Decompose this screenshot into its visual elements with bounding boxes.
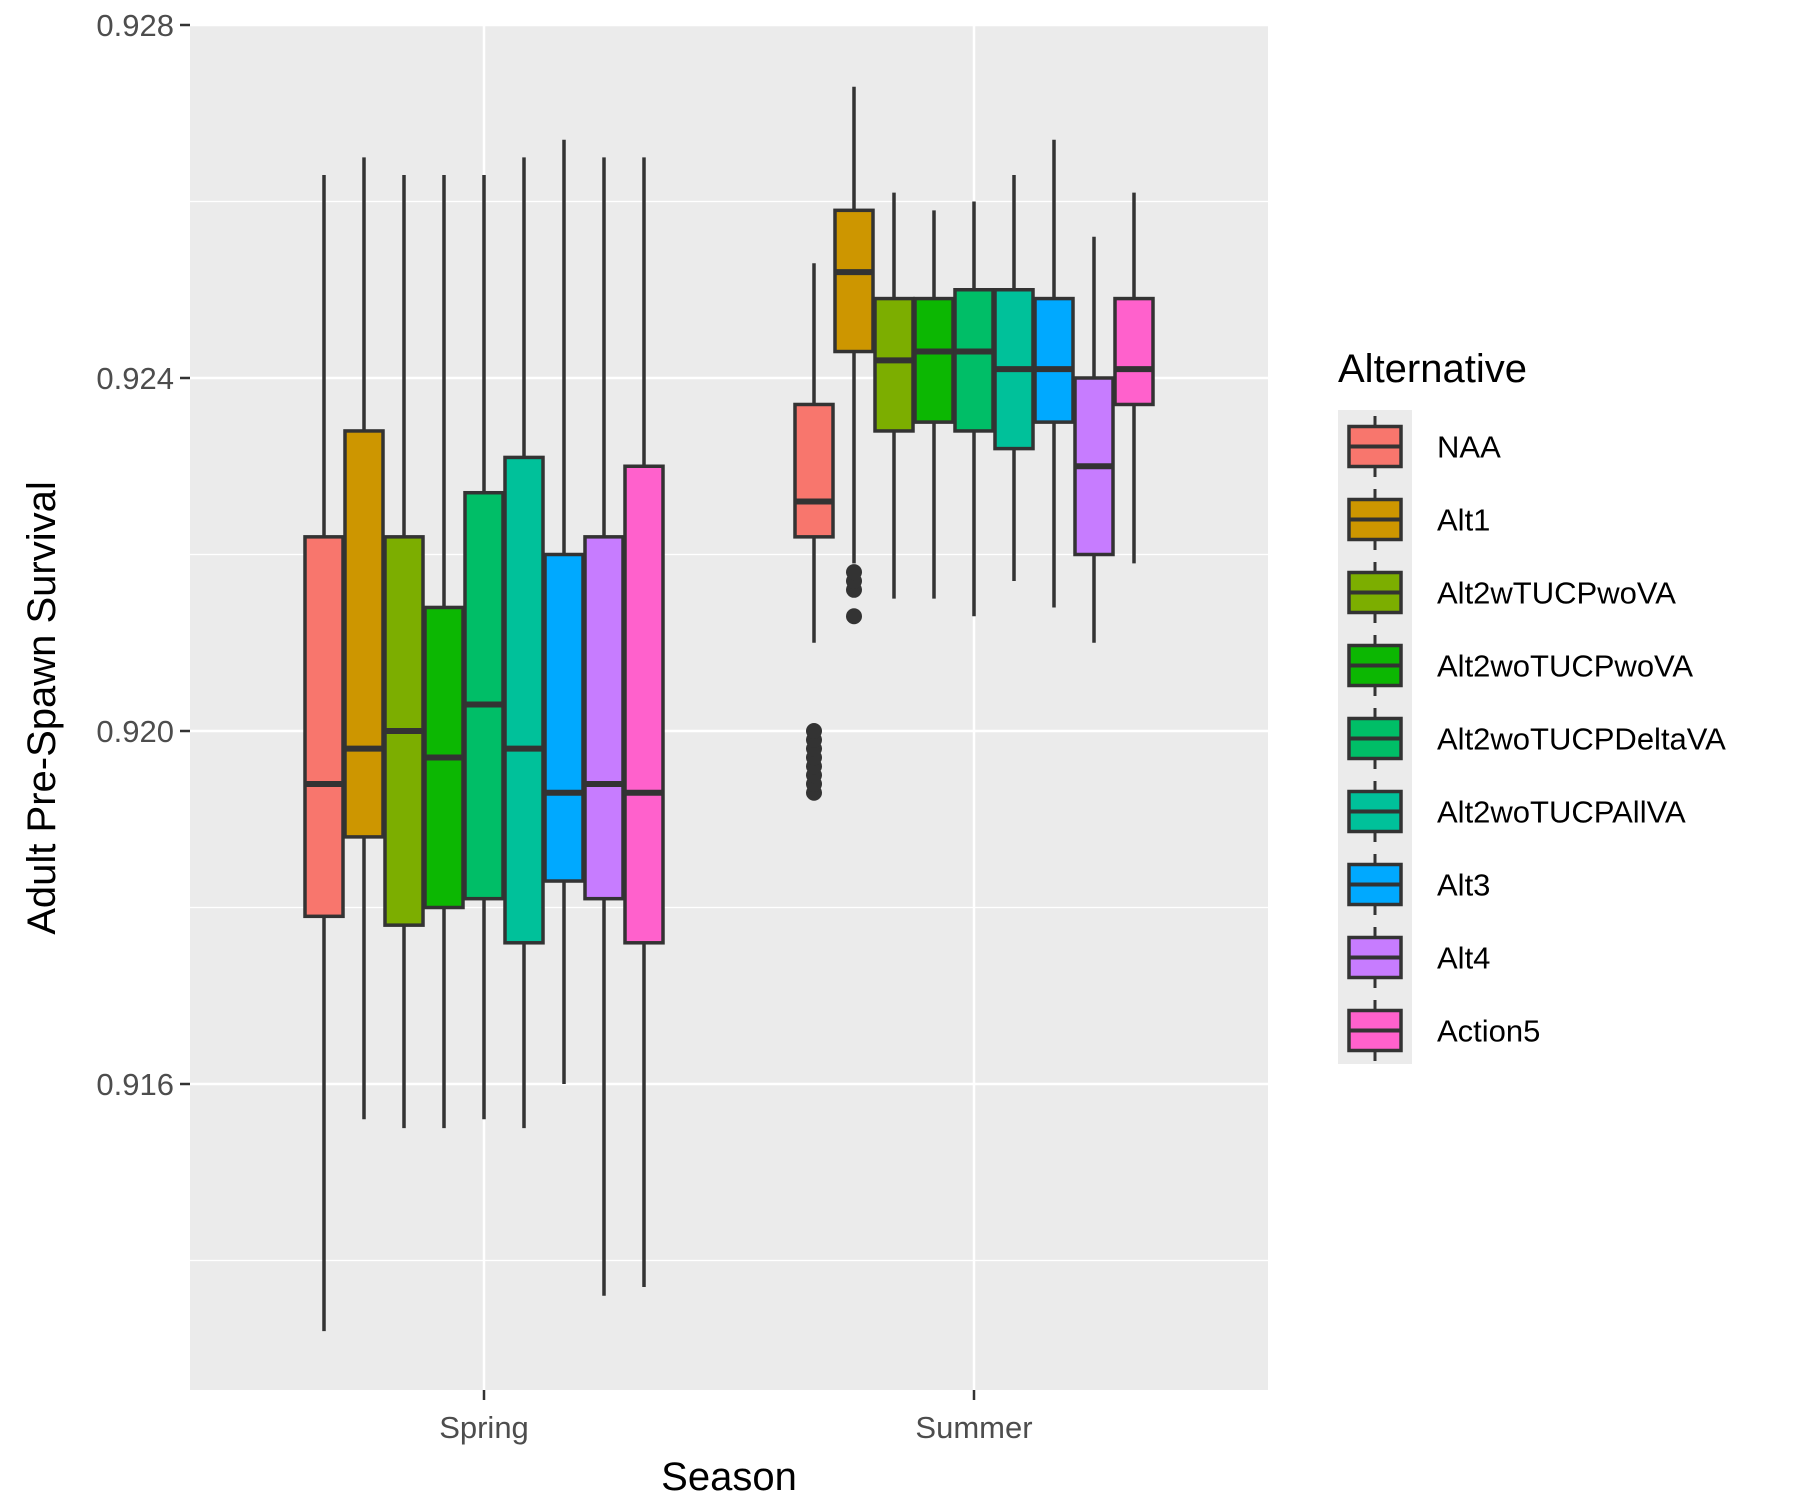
- legend-item-alt3: Alt3: [1347, 854, 1490, 915]
- legend-item-naa: NAA: [1347, 416, 1501, 477]
- legend-label: Alt1: [1437, 503, 1490, 538]
- y-tick-label: 0.924: [96, 361, 174, 396]
- outlier-point: [846, 608, 862, 625]
- y-tick-label: 0.916: [96, 1067, 174, 1102]
- box-action5-summer: [1113, 192, 1155, 564]
- box-alt4-spring: [583, 157, 625, 1296]
- box-naa-spring: [303, 175, 345, 1332]
- box-iqr: [1113, 296, 1155, 407]
- legend-item-alt4: Alt4: [1347, 927, 1490, 988]
- box-alt2wotucpallva-spring: [503, 157, 545, 1129]
- box-naa-summer: [793, 263, 835, 801]
- box-alt2wotucpwova-summer: [913, 210, 955, 599]
- box-iqr: [343, 429, 385, 839]
- box-iqr: [833, 208, 875, 354]
- box-iqr: [623, 464, 665, 945]
- y-tick-label: 0.928: [96, 8, 174, 43]
- box-alt1-spring: [343, 157, 385, 1120]
- box-alt2wotucpwova-spring: [423, 175, 465, 1129]
- y-axis-title: Adult Pre-Spawn Survival: [20, 481, 64, 935]
- box-iqr: [1033, 296, 1075, 424]
- legend-label: Alt4: [1437, 941, 1490, 976]
- box-alt2wtucpwova-summer: [873, 192, 915, 599]
- legend-label: Alt3: [1437, 868, 1490, 903]
- box-iqr: [913, 296, 955, 424]
- x-tick-label: Spring: [439, 1410, 529, 1445]
- box-iqr: [503, 455, 545, 945]
- legend-label: Alt2woTUCPAllVA: [1437, 795, 1686, 830]
- box-iqr: [953, 288, 995, 433]
- x-tick-label: Summer: [915, 1410, 1032, 1445]
- y-axis: 0.916 0.920 0.924 0.928: [96, 8, 190, 1102]
- box-iqr: [543, 552, 585, 883]
- box-alt2wotucpallva-summer: [993, 175, 1035, 581]
- legend-label: Alt2woTUCPwoVA: [1437, 649, 1693, 684]
- box-iqr: [873, 296, 915, 433]
- box-alt1-summer: [833, 86, 875, 625]
- box-alt2wotucpdeltava-summer: [953, 201, 995, 617]
- legend-item-alt2wotucpallva: Alt2woTUCPAllVA: [1347, 781, 1686, 842]
- legend-label: Alt2woTUCPDeltaVA: [1437, 722, 1726, 757]
- box-iqr: [463, 490, 505, 901]
- legend-item-alt1: Alt1: [1347, 489, 1490, 550]
- legend-item-alt2wtucpwova: Alt2wTUCPwoVA: [1347, 562, 1676, 623]
- box-alt4-summer: [1073, 236, 1115, 643]
- legend-item-action5: Action5: [1347, 1000, 1540, 1061]
- box-iqr: [793, 402, 835, 539]
- box-alt2wtucpwova-spring: [383, 175, 425, 1129]
- legend-item-alt2wotucpdeltava: Alt2woTUCPDeltaVA: [1347, 708, 1726, 769]
- y-tick-label: 0.920: [96, 714, 174, 749]
- box-iqr: [303, 535, 345, 919]
- box-alt3-summer: [1033, 139, 1075, 608]
- box-action5-spring: [623, 157, 665, 1287]
- x-axis: Spring Summer: [439, 1390, 1033, 1445]
- legend-title: Alternative: [1338, 347, 1527, 391]
- boxplot-series: [303, 86, 1155, 1332]
- x-axis-title: Season: [661, 1455, 797, 1499]
- legend-item-alt2wotucpwova: Alt2woTUCPwoVA: [1347, 635, 1693, 696]
- box-alt3-spring: [543, 139, 585, 1084]
- legend-label: NAA: [1437, 430, 1501, 465]
- box-alt2wotucpdeltava-spring: [463, 175, 505, 1120]
- outlier-point: [806, 723, 822, 739]
- legend-label: Action5: [1437, 1014, 1540, 1049]
- box-iqr: [583, 535, 625, 901]
- legend: Alternative NAA Alt1 Alt2wTUCPwoVA Alt2woTU…: [1338, 347, 1726, 1064]
- legend-label: Alt2wTUCPwoVA: [1437, 576, 1676, 611]
- outlier-point: [846, 564, 862, 581]
